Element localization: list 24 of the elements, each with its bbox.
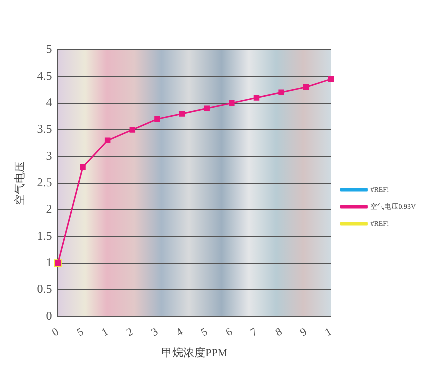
y-axis-title: 空气电压 [13,161,26,206]
y-tick-label: 2 [46,202,52,216]
y-tick-label: 0.5 [37,282,52,296]
x-tick-label: 6 [224,326,236,340]
x-tick-label: 5 [75,326,86,340]
x-tick-label: 3 [150,326,161,340]
y-tick-label: 3 [46,148,52,163]
x-tick-label: 1 [323,326,334,340]
y-tick-label: 2.5 [37,175,52,190]
y-tick-label: 3.5 [37,122,52,136]
y-tick-label: 0 [46,308,52,323]
x-axis-title: 甲烷浓度PPM [162,346,228,360]
y-tick-label: 5 [46,42,52,56]
x-tick-label: 8 [274,326,285,340]
x-tick-label: 4 [174,326,186,340]
x-tick-label: 2 [124,326,136,340]
x-tick-label: 1 [100,326,111,340]
x-tick-label: 9 [298,326,310,340]
x-tick-label: 5 [199,326,210,340]
y-tick-label: 4 [46,95,52,110]
x-tick-label: 7 [248,326,260,340]
y-tick-label: 4.5 [37,68,52,83]
y-tick-label: 1.5 [37,228,52,243]
y-tick-label: 1 [46,255,52,270]
